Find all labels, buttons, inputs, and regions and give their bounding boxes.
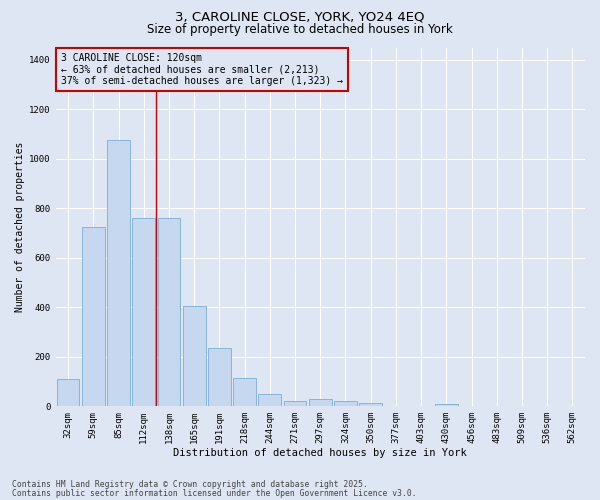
Text: Size of property relative to detached houses in York: Size of property relative to detached ho… (147, 22, 453, 36)
Text: Contains HM Land Registry data © Crown copyright and database right 2025.: Contains HM Land Registry data © Crown c… (12, 480, 368, 489)
Bar (259, 394, 281, 406)
Bar (183, 306, 206, 406)
Bar (107, 140, 130, 406)
Bar (57, 379, 79, 406)
Bar (133, 218, 155, 406)
Bar (359, 402, 382, 406)
Bar (82, 227, 104, 406)
Text: 3, CAROLINE CLOSE, YORK, YO24 4EQ: 3, CAROLINE CLOSE, YORK, YO24 4EQ (175, 10, 425, 23)
Bar (208, 348, 231, 406)
Text: Contains public sector information licensed under the Open Government Licence v3: Contains public sector information licen… (12, 488, 416, 498)
Bar (233, 378, 256, 406)
Bar (309, 400, 332, 406)
X-axis label: Distribution of detached houses by size in York: Distribution of detached houses by size … (173, 448, 467, 458)
Bar (158, 218, 181, 406)
Bar (435, 404, 458, 406)
Bar (284, 402, 307, 406)
Y-axis label: Number of detached properties: Number of detached properties (15, 142, 25, 312)
Bar (334, 402, 357, 406)
Text: 3 CAROLINE CLOSE: 120sqm
← 63% of detached houses are smaller (2,213)
37% of sem: 3 CAROLINE CLOSE: 120sqm ← 63% of detach… (61, 53, 343, 86)
